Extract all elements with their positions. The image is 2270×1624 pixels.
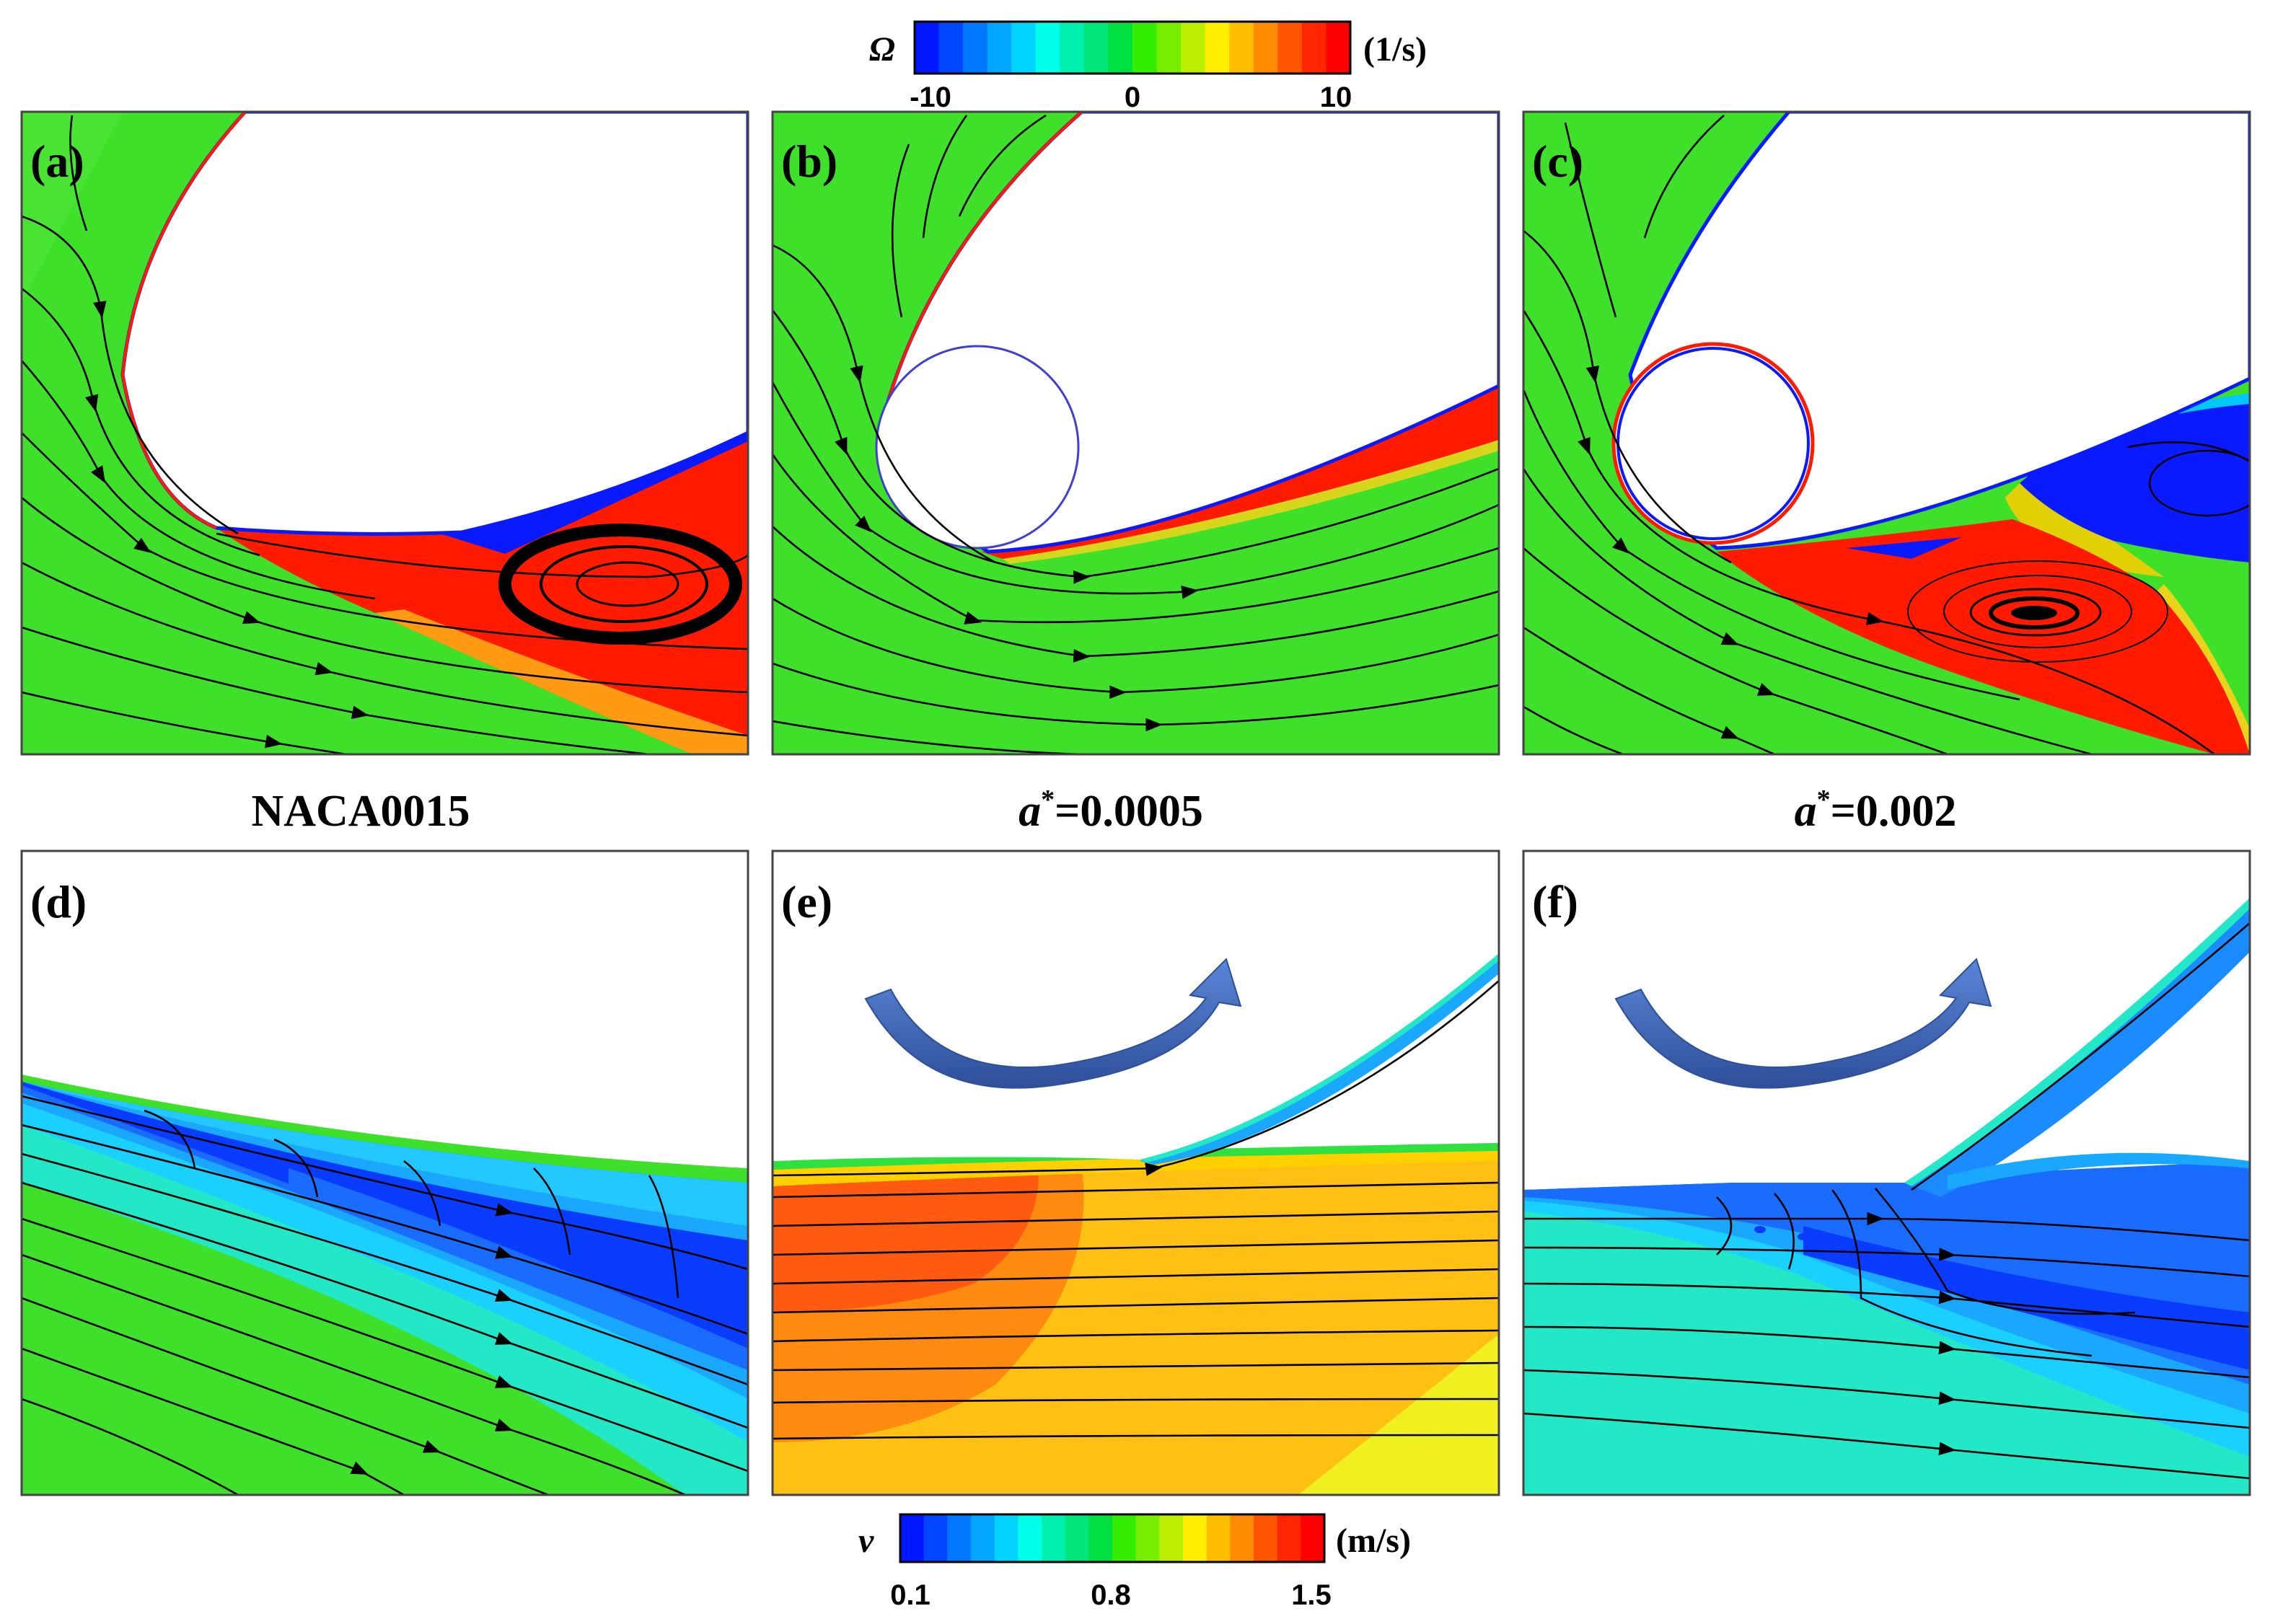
panel-a-recirculation-region [209,433,748,754]
colorbar-vorticity-swatch [1326,22,1351,74]
colorbar-vorticity-frame [913,20,1352,75]
panel-b-cylinder [875,345,1080,550]
caption-naca0015: NACA0015 [251,787,470,836]
colorbar-vorticity-swatch [938,22,964,74]
colorbar-velocity-swatch [1183,1514,1207,1562]
colorbar-vorticity-swatch [1181,22,1206,74]
panel-e-streamlines [773,980,1499,1440]
panel-a-streamlines [22,115,748,754]
colorbar-vorticity: Ω (1/s) -10 0 10 [869,20,1427,113]
colorbar-velocity-swatches [900,1514,1325,1562]
colorbar-vorticity-swatch [1277,22,1303,74]
colorbar-vorticity-swatch [915,22,940,74]
panel-c-cylinder [1611,342,1815,545]
colorbar-velocity-swatch [947,1514,972,1562]
colorbar-velocity-swatch [1042,1514,1066,1562]
colorbar-vorticity-symbol: Ω [869,30,895,69]
panel-f-airfoil [1523,851,2250,1183]
colorbar-velocity-swatch [900,1514,925,1562]
panel-a: (a) [20,110,749,756]
colorbar-vorticity-unit: (1/s) [1363,30,1427,69]
colorbar-velocity-swatch [971,1514,995,1562]
colorbar-velocity-tick-min: 0.1 [890,1579,931,1611]
panel-e-label: (e) [781,876,832,927]
caption-a-0005: a*=0.0005 [1019,785,1203,836]
panel-a-label: (a) [30,136,84,187]
panel-d-streamlines [22,1095,748,1495]
colorbar-vorticity-swatch [987,22,1012,74]
colorbar-vorticity-swatch [963,22,988,74]
colorbar-vorticity-swatch [1229,22,1254,74]
colorbar-vorticity-swatch [1060,22,1085,74]
colorbar-velocity-symbol: v [858,1522,874,1560]
colorbar-vorticity-swatch [1011,22,1037,74]
colorbar-vorticity-swatch [1156,22,1182,74]
panel-f-rotation-arrow [1614,958,1992,1089]
colorbar-velocity-tick-max: 1.5 [1291,1579,1332,1611]
colorbar-velocity-swatch [1254,1514,1278,1562]
colorbar-velocity-swatch [1018,1514,1042,1562]
colorbar-vorticity-swatch [1301,22,1327,74]
colorbar-velocity: v (m/s) 0.1 0.8 1.5 [858,1513,1411,1611]
panel-d-label: (d) [30,876,87,927]
panel-c-streamlines [1523,115,2250,754]
colorbar-vorticity-swatch [1253,22,1278,74]
colorbar-vorticity-swatch [1132,22,1158,74]
panel-d-airfoil [22,851,748,1168]
panel-e-airfoil [773,851,1499,1161]
panel-d: (d) [20,849,749,1496]
caption-a-002: a*=0.002 [1795,785,1957,836]
panel-c: (c) [1522,110,2251,756]
panel-f-streamlines [1523,922,2250,1480]
panel-f: (f) [1522,849,2251,1496]
panel-a-vortex-core [498,524,742,645]
colorbar-vorticity-swatch [1083,22,1109,74]
colorbar-velocity-swatch [1135,1514,1160,1562]
panel-e: (e) [771,849,1500,1496]
colorbar-velocity-tick-mid: 0.8 [1091,1579,1131,1611]
panel-b: (b) [771,110,1500,756]
panel-e-rotation-arrow [864,958,1242,1089]
colorbar-vorticity-swatches [915,22,1351,74]
colorbar-vorticity-tick-min: -10 [910,81,951,113]
colorbar-velocity-swatch [1065,1514,1089,1562]
colorbar-vorticity-swatch [1035,22,1060,74]
colorbar-velocity-swatch [1088,1514,1113,1562]
panel-b-streamlines [773,114,1499,754]
panel-c-vortex-spiral [1907,560,2168,663]
panel-b-label: (b) [781,136,837,187]
colorbar-velocity-unit: (m/s) [1336,1522,1411,1560]
colorbar-velocity-swatch [923,1514,948,1562]
colorbar-velocity-frame [899,1513,1326,1563]
colorbar-velocity-swatch [994,1514,1019,1562]
colorbar-velocity-swatch [1159,1514,1184,1562]
colorbar-vorticity-tick-mid: 0 [1125,81,1140,113]
colorbar-vorticity-swatch [1205,22,1230,74]
panel-f-label: (f) [1532,876,1578,927]
colorbar-vorticity-swatch [1108,22,1133,74]
colorbar-velocity-swatch [1230,1514,1254,1562]
panel-c-label: (c) [1532,136,1583,187]
colorbar-vorticity-tick-max: 10 [1320,81,1352,113]
colorbar-velocity-swatch [1301,1514,1325,1562]
colorbar-velocity-swatch [1206,1514,1231,1562]
colorbar-velocity-swatch [1112,1514,1137,1562]
panel-a-airfoil [120,112,748,536]
colorbar-velocity-swatch [1277,1514,1301,1562]
